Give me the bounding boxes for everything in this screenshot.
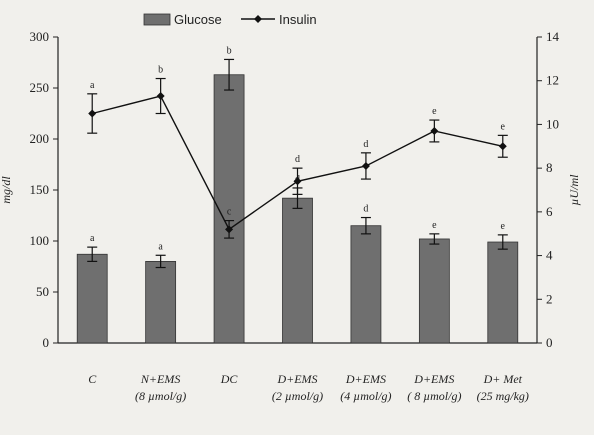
insulin-point [498,142,507,151]
glucose-significance-letter: a [90,233,95,244]
y-tick-label-right: 14 [546,29,560,44]
y-tick-label-right: 0 [546,335,553,350]
glucose-significance-letter: e [501,221,506,232]
glucose-bar [76,253,108,344]
y-tick-label-right: 6 [546,204,553,219]
insulin-significance-letter: c [227,207,232,218]
legend-label-glucose: Glucose [174,12,222,27]
x-tick-label: D+ Met [483,372,523,386]
glucose-bar [487,241,519,344]
insulin-point [430,126,439,135]
insulin-significance-letter: d [295,154,300,165]
y-tick-label-right: 8 [546,160,553,175]
insulin-significance-letter: d [363,139,368,150]
insulin-point [225,225,234,234]
legend-label-insulin: Insulin [279,12,317,27]
x-tick-sublabel: (8 µmol/g) [135,389,186,403]
y-tick-label-left: 0 [43,335,50,350]
legend-marker-insulin [254,15,262,23]
x-tick-sublabel: (2 µmol/g) [272,389,323,403]
y-axis-title-left: mg/dl [0,176,13,204]
y-tick-label-right: 4 [546,248,553,263]
y-tick-label-left: 150 [30,182,50,197]
y-tick-label-left: 300 [30,29,50,44]
legend-swatch-glucose [143,13,171,26]
x-tick-sublabel: ( 8 µmol/g) [407,389,461,403]
x-tick-label: N+EMS [140,372,180,386]
x-tick-sublabel: (25 mg/kg) [477,389,529,403]
y-tick-label-right: 12 [546,73,559,88]
glucose-significance-letter: a [158,241,163,252]
glucose-bar [418,238,450,344]
insulin-significance-letter: e [432,106,437,117]
insulin-significance-letter: b [158,65,163,76]
y-tick-label-right: 2 [546,291,553,306]
y-tick-label-left: 50 [36,284,49,299]
x-tick-label: D+EMS [413,372,454,386]
insulin-significance-letter: e [501,121,506,132]
glucose-significance-letter: d [363,204,368,215]
insulin-significance-letter: a [90,80,95,91]
x-tick-label: C [88,372,97,386]
y-tick-label-left: 250 [30,80,50,95]
insulin-point [361,161,370,170]
y-tick-label-right: 10 [546,116,559,131]
x-tick-sublabel: (4 µmol/g) [340,389,391,403]
insulin-point [293,177,302,186]
x-tick-label: DC [220,372,239,386]
glucose-bar [282,197,313,344]
x-tick-label: D+EMS [276,372,317,386]
insulin-point [88,109,97,118]
y-tick-label-left: 200 [30,131,50,146]
y-axis-title-right: µU/ml [567,174,581,206]
glucose-significance-letter: b [227,45,232,56]
glucose-significance-letter: e [432,220,437,231]
insulin-point [156,92,165,101]
y-tick-label-left: 100 [30,233,50,248]
glucose-bar [350,225,382,344]
x-tick-label: D+EMS [345,372,386,386]
glucose-bar [145,260,177,344]
